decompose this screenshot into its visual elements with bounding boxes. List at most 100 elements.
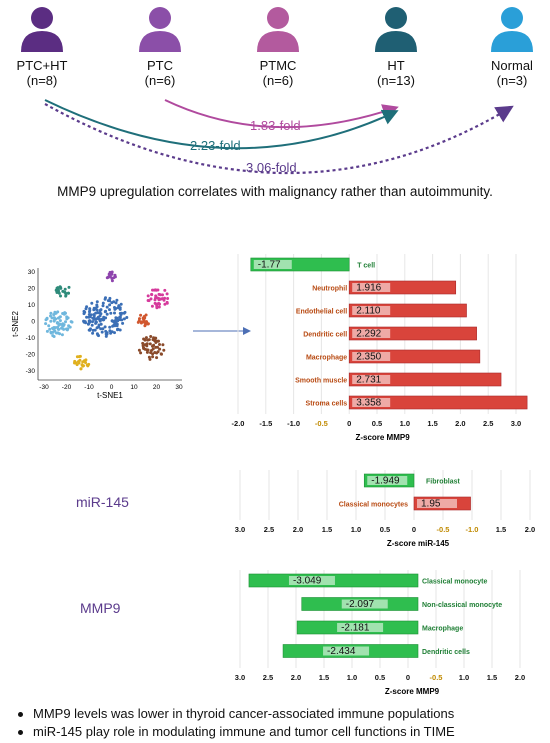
tsne-point [85, 315, 89, 319]
tsne-point [84, 358, 88, 362]
tsne-point [139, 321, 143, 325]
tsne-point [159, 297, 162, 301]
cell-type-label: Non-classical monocyte [422, 602, 502, 609]
tick-label: 0 [347, 419, 351, 428]
tsne-point [66, 316, 70, 320]
person-icon [491, 7, 533, 52]
tsne-point [109, 311, 113, 315]
mmp9-label: MMP9 [80, 600, 121, 616]
group-n: (n=13) [377, 73, 415, 88]
tick-label: 2.0 [515, 673, 525, 682]
tsne-point [156, 345, 159, 349]
tsne-point [99, 322, 103, 326]
tsne-point [118, 318, 122, 322]
bullet-item-2: miR-145 play role in modulating immune a… [18, 723, 455, 741]
tsne-point [151, 352, 155, 356]
tsne-point [82, 312, 86, 316]
tsne-point [58, 319, 62, 323]
person-icon [257, 7, 299, 52]
tsne-point [147, 355, 151, 359]
tsne-point [150, 292, 154, 296]
tick-label: -1.0 [466, 525, 479, 534]
tsne-point [104, 334, 108, 338]
cell-type-label: Stroma cells [306, 401, 348, 408]
value-box [367, 476, 408, 485]
tsne-point [90, 323, 94, 327]
tsne-point [137, 348, 141, 352]
tick-label: 3.0 [511, 419, 521, 428]
tsne-point [141, 344, 145, 348]
tsne-ytick: 0 [31, 319, 35, 326]
tick-label: -1.0 [287, 419, 300, 428]
tsne-point [108, 308, 111, 312]
tsne-point [74, 361, 78, 365]
tsne-point [65, 328, 69, 332]
value-box [288, 576, 335, 585]
mmp9-immune-zscore-chart: -3.049 Classical monocyte -2.097 Non-classi… [235, 570, 525, 696]
cell-type-label: Fibroblast [426, 479, 461, 486]
tsne-ylabel: t-SNE2 [11, 311, 20, 337]
axis-label: Z-score MMP9 [355, 433, 410, 442]
person-icon [375, 7, 417, 52]
conclusion-text: MMP9 upregulation correlates with malign… [57, 184, 493, 199]
tsne-point [110, 276, 114, 280]
tsne-point [147, 299, 151, 303]
tsne-point [58, 315, 62, 319]
tsne-point [158, 347, 162, 351]
tsne-point [48, 327, 52, 331]
tsne-point [155, 356, 159, 360]
tsne-point [142, 315, 146, 318]
cell-type-label: Classical monocyte [422, 579, 487, 586]
tsne-point [106, 299, 110, 303]
tsne-xtick: -10 [84, 384, 94, 391]
axis-label: Z-score miR-145 [387, 539, 450, 548]
tsne-point [80, 363, 84, 367]
group-n: (n=8) [26, 73, 58, 88]
tsne-point [94, 311, 98, 315]
tsne-ytick: 10 [28, 302, 36, 309]
bar-value-label: 2.731 [356, 375, 381, 386]
tsne-point [89, 327, 92, 331]
tsne-xtick: -20 [62, 384, 72, 391]
tsne-point [157, 292, 161, 296]
tsne-point [125, 316, 129, 319]
tsne-point [61, 324, 65, 328]
tsne-point [158, 343, 161, 346]
tick-label: 2.5 [264, 525, 274, 534]
cell-type-label: T cell [357, 263, 375, 270]
group-label: Normal (n=3) [467, 58, 550, 88]
tsne-point [93, 328, 97, 332]
tsne-point [82, 309, 86, 313]
cell-type-label: Neutrophil [312, 286, 347, 293]
tsne-point [154, 339, 158, 343]
tsne-point [113, 306, 116, 309]
tsne-point [154, 294, 158, 298]
tsne-point [100, 330, 104, 334]
tsne-point [96, 311, 100, 315]
tsne-point [59, 294, 62, 298]
bar-value-label: -1.949 [371, 476, 400, 487]
tick-label: 1.0 [347, 673, 357, 682]
group-n: (n=3) [496, 73, 528, 88]
tsne-point [143, 347, 147, 351]
tsne-point [95, 300, 99, 304]
tsne-point [110, 301, 114, 305]
mmp9-zscore-chart: -1.77 T cell 1.916 Neutrophil 2.110 Endotheli… [232, 254, 528, 442]
tsne-point [136, 320, 140, 324]
tsne-point [57, 291, 61, 295]
tsne-point [104, 332, 108, 336]
tsne-to-chart-arrow [193, 327, 251, 335]
value-box [352, 283, 391, 292]
tick-label: 1.5 [322, 525, 332, 534]
bar-value-label: 1.95 [421, 499, 441, 510]
mir145-label: miR-145 [76, 494, 129, 510]
tsne-point [52, 318, 56, 322]
tsne-point [113, 331, 116, 335]
tsne-point [118, 315, 122, 319]
tsne-point [163, 302, 167, 306]
tsne-point [109, 331, 113, 335]
arrow-ptcht-to-normal [44, 103, 514, 175]
tsne-point [96, 315, 100, 319]
tsne-point [105, 312, 109, 316]
tsne-point [108, 329, 112, 333]
